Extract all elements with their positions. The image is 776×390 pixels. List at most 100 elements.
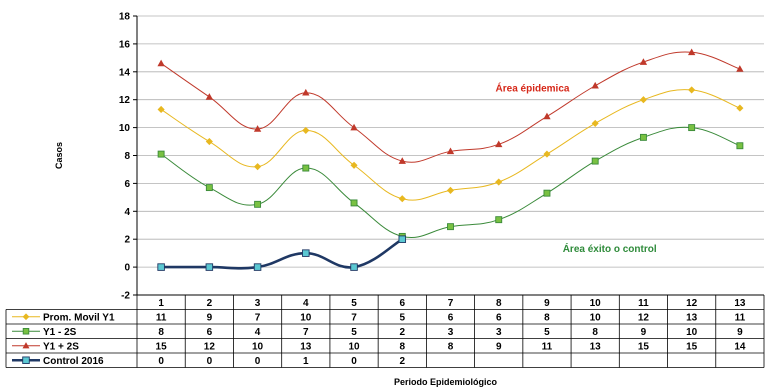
table-cell: 10 [686,327,698,338]
y-tick-label: 18 [119,12,131,23]
data-point [398,235,407,243]
data-point [157,263,165,271]
table-cell: 5 [544,327,550,338]
data-point [398,157,406,164]
data-point [688,124,696,132]
y-tick-label: 8 [124,151,130,162]
table-cell: 5 [351,327,357,338]
data-point [254,163,262,171]
y-tick-label: -2 [121,291,130,302]
table-cell: 4 [255,327,261,338]
table-cell: 9 [496,341,502,352]
x-tick-label: 7 [448,298,454,309]
table-cell: 10 [252,341,264,352]
legend-marker [22,356,30,365]
gridlines [133,15,764,296]
y-tick-label: 10 [119,123,131,134]
table-cell: 3 [496,327,502,338]
success-area-label: Área éxito o control [563,242,657,255]
x-tick-label: 5 [351,298,357,309]
data-point [639,133,647,141]
x-tick-label: 4 [303,298,309,309]
y-tick-label: 16 [119,39,131,50]
y-axis-title: Casos [54,142,64,169]
x-tick-label: 10 [590,298,602,309]
y-tick-label: 12 [119,95,131,106]
legend-label: Control 2016 [43,356,104,367]
table-cell: 6 [448,312,454,323]
data-point [446,147,455,155]
data-point [687,48,696,56]
table-cell: 6 [207,327,213,338]
table-cell: 10 [300,312,312,323]
data-point [157,150,165,158]
data-point [736,65,744,72]
table-cell: 9 [641,327,647,338]
data-point [302,88,310,96]
data-point [591,81,599,89]
table-cell: 10 [348,341,360,352]
x-tick-label: 2 [207,298,213,309]
table-cell: 11 [156,312,167,323]
table-cell: 0 [255,356,261,367]
table-cell: 13 [300,341,312,352]
x-tick-label: 3 [255,298,261,309]
data-point [543,112,551,120]
x-tick-label: 11 [638,298,649,309]
data-point [736,104,744,112]
legend-label: Y1 - 2S [43,327,77,338]
data-point [253,263,262,271]
data-point [350,199,358,207]
series-layer [157,48,744,271]
data-point [302,164,310,172]
table-cell: 0 [351,356,357,367]
data-point [495,178,503,186]
data-point [302,249,310,257]
data-point [495,216,503,224]
y-axis-ticks: -2 0 2 4 6 8 10 12 14 16 18 [119,12,131,302]
table-cell: 12 [204,341,216,352]
table-cell: 8 [544,312,550,323]
table-cell: 10 [590,312,602,323]
legend-marker [22,328,30,335]
table-cell: 7 [351,312,357,323]
table-cell: 3 [448,327,454,338]
table-cell: 9 [207,312,213,323]
x-tick-label: 9 [544,298,550,309]
data-point [254,200,262,208]
x-tick-label: 8 [496,298,502,309]
legend-label: Prom. Movil Y1 [43,312,115,323]
data-point [543,150,551,158]
data-point [302,126,310,134]
series-control-2016 [157,235,407,271]
table-cell: 15 [686,341,698,352]
series-line [161,238,403,270]
x-axis-title: Periodo Epidemiológico [394,377,498,387]
x-tick-label: 12 [686,298,698,309]
data-point [157,59,165,67]
table-cell: 5 [399,312,405,323]
table-cell: 2 [399,327,405,338]
data-point [591,119,599,127]
table-cell: 1 [303,356,309,367]
epidemic-area-label: Área épidemica [496,81,570,94]
table-cell: 11 [735,312,746,323]
data-point [543,189,551,197]
data-point [205,263,214,271]
legend-label: Y1 + 2S [43,341,79,352]
y-tick-label: 14 [119,67,131,78]
table-cell: 11 [542,341,553,352]
y-tick-label: 0 [124,263,130,274]
data-point [495,140,503,148]
data-point [350,263,358,271]
data-point [350,123,358,131]
data-point [350,161,358,169]
data-point [157,105,165,114]
table-cell: 6 [496,312,502,323]
x-tick-label: 1 [158,298,164,309]
data-point [398,195,406,203]
data-point [447,223,454,231]
data-point [639,58,648,65]
legend-marker [22,342,30,349]
